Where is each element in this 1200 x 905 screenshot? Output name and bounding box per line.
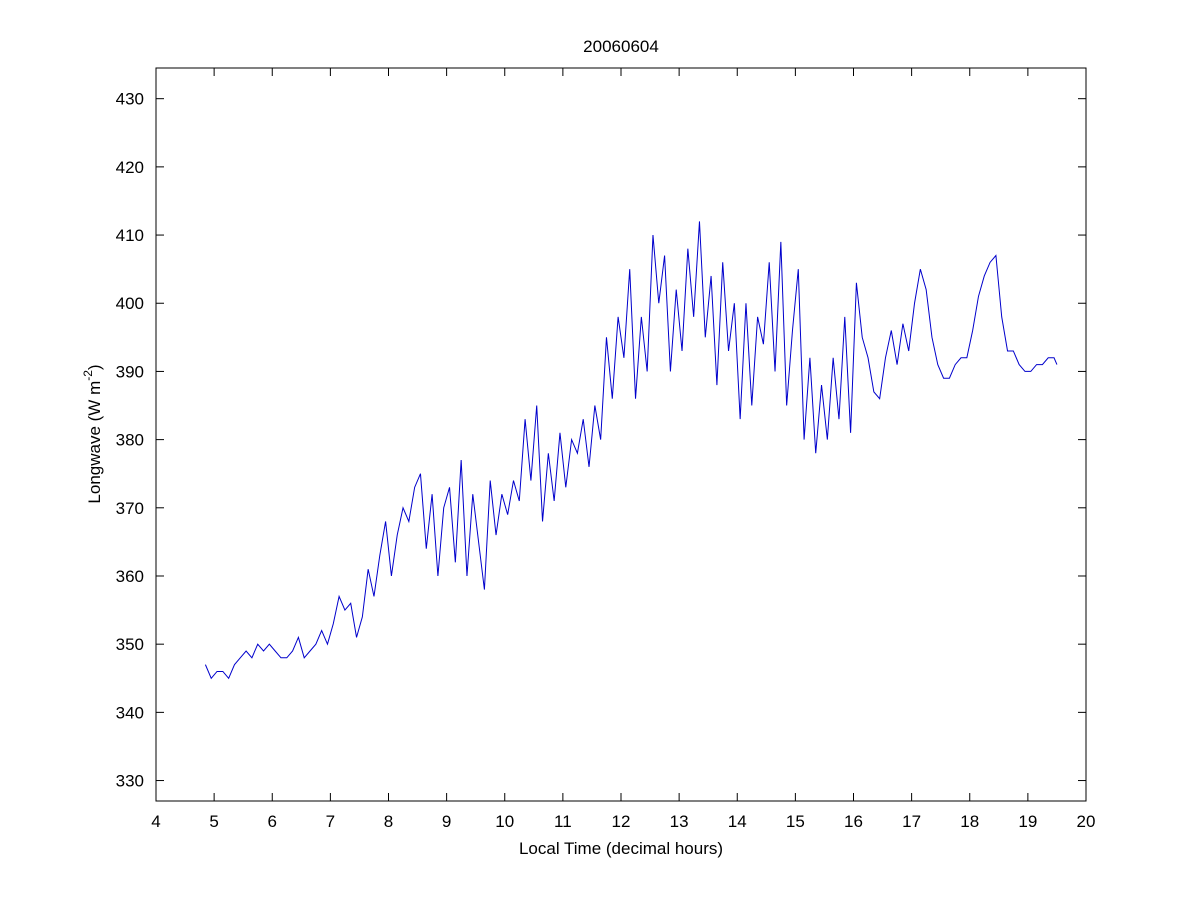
x-tick-label: 8 <box>384 812 393 831</box>
x-tick-label: 15 <box>786 812 805 831</box>
x-axis-label: Local Time (decimal hours) <box>519 839 723 858</box>
data-line <box>204 221 1058 680</box>
y-tick-label: 370 <box>116 499 144 518</box>
y-axis-label: Longwave (W m-2) <box>81 364 104 503</box>
x-tick-label: 17 <box>902 812 921 831</box>
x-tick-label: 11 <box>554 812 572 831</box>
y-tick-label: 390 <box>116 362 144 381</box>
y-tick-label: 340 <box>116 703 144 722</box>
x-tick-label: 10 <box>495 812 514 831</box>
y-tick-label: 360 <box>116 567 144 586</box>
x-tick-label: 14 <box>728 812 747 831</box>
y-tick-label: 330 <box>116 772 144 791</box>
x-tick-label: 9 <box>442 812 451 831</box>
y-tick-label: 350 <box>116 635 144 654</box>
y-tick-label: 410 <box>116 226 144 245</box>
y-tick-label: 400 <box>116 294 144 313</box>
x-tick-label: 20 <box>1077 812 1096 831</box>
y-label-sup: -2 <box>81 370 95 381</box>
y-label-suffix: ) <box>85 364 104 370</box>
y-tick-label: 420 <box>116 158 144 177</box>
y-tick-label: 430 <box>116 90 144 109</box>
y-tick-label: 380 <box>116 431 144 450</box>
x-tick-label: 16 <box>844 812 863 831</box>
x-tick-label: 7 <box>326 812 335 831</box>
x-tick-label: 12 <box>612 812 631 831</box>
x-tick-label: 6 <box>268 812 277 831</box>
x-tick-label: 5 <box>209 812 218 831</box>
x-tick-label: 19 <box>1018 812 1037 831</box>
chart-title: 20060604 <box>583 37 659 56</box>
y-label-text: Longwave (W m <box>85 381 104 504</box>
x-tick-label: 18 <box>960 812 979 831</box>
x-tick-label: 13 <box>670 812 689 831</box>
x-tick-label: 4 <box>151 812 160 831</box>
